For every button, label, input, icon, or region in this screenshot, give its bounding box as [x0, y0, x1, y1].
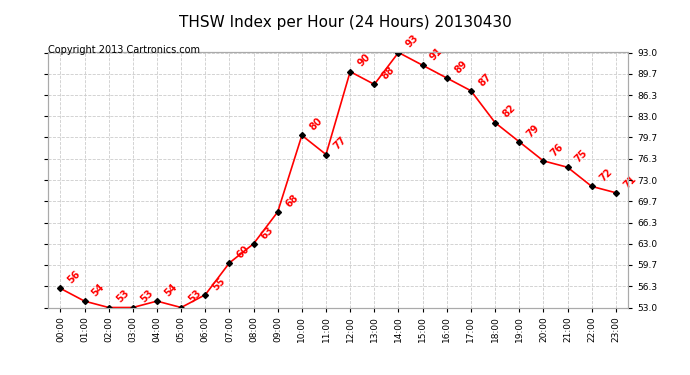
Text: 82: 82 [501, 103, 518, 120]
Text: 75: 75 [573, 148, 590, 165]
Text: 77: 77 [332, 135, 348, 152]
Text: 63: 63 [259, 224, 276, 241]
Text: 55: 55 [211, 275, 228, 292]
Text: 71: 71 [622, 173, 638, 190]
Text: 80: 80 [308, 116, 324, 133]
Text: 91: 91 [428, 46, 445, 63]
Text: 53: 53 [115, 288, 131, 305]
Text: THSW  (°F): THSW (°F) [586, 44, 639, 52]
Text: THSW Index per Hour (24 Hours) 20130430: THSW Index per Hour (24 Hours) 20130430 [179, 15, 511, 30]
Text: 89: 89 [453, 58, 469, 75]
Text: 76: 76 [549, 141, 566, 158]
Text: Copyright 2013 Cartronics.com: Copyright 2013 Cartronics.com [48, 45, 200, 55]
Text: 56: 56 [66, 269, 83, 286]
Text: 87: 87 [477, 71, 493, 88]
Text: 68: 68 [284, 192, 300, 209]
Text: 53: 53 [139, 288, 155, 305]
Text: 60: 60 [235, 243, 252, 260]
Text: 72: 72 [598, 167, 614, 184]
Text: 54: 54 [163, 282, 179, 298]
Text: 93: 93 [404, 33, 421, 50]
Text: 88: 88 [380, 65, 397, 82]
Text: 53: 53 [187, 288, 204, 305]
Text: 79: 79 [525, 122, 542, 139]
Text: 90: 90 [356, 52, 373, 69]
Text: 54: 54 [90, 282, 107, 298]
